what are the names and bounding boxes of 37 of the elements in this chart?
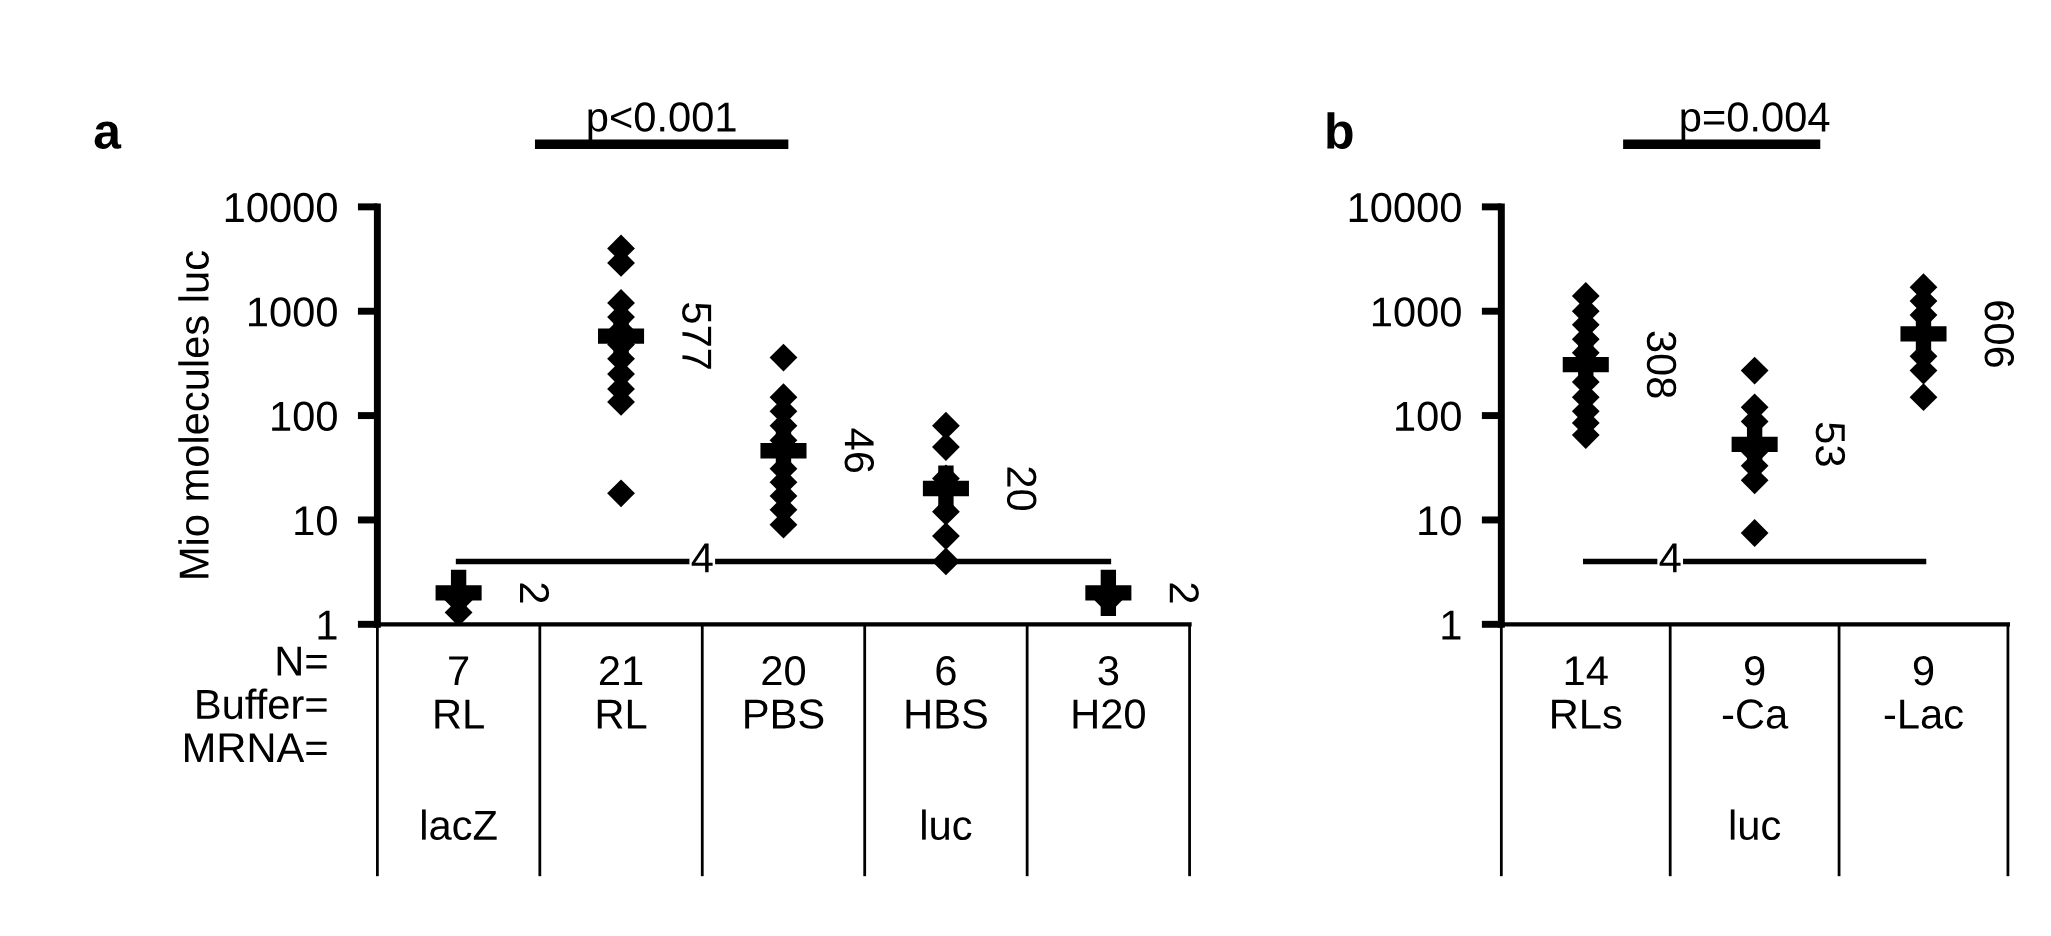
y-axis-title: Mio molecules luc xyxy=(178,251,209,578)
y-tick-label: 10000 xyxy=(225,192,337,223)
y-tick-label: 1 xyxy=(318,610,337,640)
y-tick-label: 1000 xyxy=(1372,297,1461,327)
data-label: 308 xyxy=(1646,331,1677,398)
x-tick-label: 7 RL xyxy=(435,656,484,729)
text: p=0.004 xyxy=(1681,102,1830,141)
text: p<0.001 xyxy=(588,102,736,141)
y-tick-label: 100 xyxy=(272,401,337,432)
data-label: 2 xyxy=(520,583,550,603)
data-label: 53 xyxy=(1815,422,1846,466)
x-tick-label: 9 -Ca xyxy=(1722,655,1789,729)
x-tick-label: 21 RL xyxy=(597,655,647,729)
chart-title: a xyxy=(94,121,122,149)
y-tick-label: 10000 xyxy=(1349,192,1461,223)
data-label: 606 xyxy=(1984,301,2015,367)
y-tick-label: 1 xyxy=(1442,610,1461,640)
x-axis-title: N= Buffer= MRNA= xyxy=(185,646,327,763)
text: luc xyxy=(1730,809,1781,841)
text: lacZ xyxy=(422,809,497,841)
y-tick-label: 10 xyxy=(295,505,337,536)
text: luc xyxy=(922,809,972,841)
chart-title: b xyxy=(1327,112,1353,149)
data-label: 2 xyxy=(1169,583,1199,603)
x-tick-label: 9 -Lac xyxy=(1884,655,1963,729)
y-tick-label: 1000 xyxy=(248,297,337,327)
data-label: 20 xyxy=(1006,467,1037,511)
y-tick-label: 100 xyxy=(1396,401,1461,432)
x-tick-label: 6 HBS xyxy=(906,655,987,729)
x-tick-label: 20 PBS xyxy=(745,655,824,729)
ref-line-label: 4 xyxy=(691,543,713,573)
x-tick-label: 14 RLs xyxy=(1552,656,1622,729)
ref-line-label: 4 xyxy=(1659,543,1681,573)
y-tick-label: 10 xyxy=(1419,505,1461,536)
x-tick-label: 3 H20 xyxy=(1073,655,1145,729)
data-label: 577 xyxy=(682,303,712,369)
data-label: 46 xyxy=(844,428,874,473)
